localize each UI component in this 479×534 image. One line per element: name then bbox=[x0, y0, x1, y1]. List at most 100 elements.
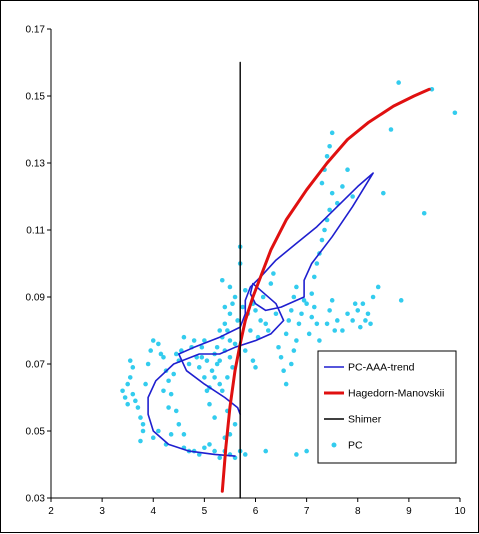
pc-point bbox=[332, 328, 338, 333]
pc-point bbox=[345, 311, 350, 317]
pc-point bbox=[143, 381, 148, 387]
pc-point bbox=[335, 318, 340, 323]
pc-point bbox=[150, 435, 156, 441]
legend-swatch-pc bbox=[331, 442, 337, 448]
pc-point bbox=[171, 371, 176, 377]
pc-point bbox=[294, 338, 299, 343]
pc-point bbox=[291, 348, 297, 353]
pc-point bbox=[258, 318, 263, 323]
pc-point bbox=[288, 308, 294, 313]
pc-point bbox=[276, 344, 281, 350]
pc-point bbox=[309, 314, 315, 320]
x-tick-label: 8 bbox=[355, 506, 361, 517]
pc-point bbox=[230, 365, 235, 370]
pc-point bbox=[329, 190, 335, 196]
pc-point bbox=[288, 361, 294, 367]
pc-point bbox=[176, 422, 182, 427]
legend: PC-AAA-trend Hagedorn-Manovskii Shimer PC bbox=[317, 350, 457, 464]
pc-point bbox=[173, 351, 179, 357]
pc-point bbox=[130, 391, 136, 397]
pc-point bbox=[173, 408, 179, 414]
pc-point bbox=[314, 321, 320, 327]
x-tick-label: 4 bbox=[150, 506, 156, 517]
x-tick-label: 10 bbox=[454, 506, 466, 517]
x-tick-label: 9 bbox=[406, 506, 412, 517]
pc-point bbox=[253, 308, 258, 313]
pc-point bbox=[381, 190, 386, 196]
pc-point bbox=[168, 432, 174, 437]
pc-point bbox=[214, 361, 220, 367]
pc-point bbox=[127, 375, 133, 380]
pc-point bbox=[263, 321, 269, 327]
pc-point bbox=[271, 271, 276, 276]
pc-point bbox=[202, 375, 207, 380]
pc-point bbox=[227, 355, 233, 360]
pc-point bbox=[327, 207, 332, 213]
y-tick-label: 0.17 bbox=[26, 25, 46, 36]
pc-point bbox=[225, 375, 230, 380]
pc-point bbox=[301, 298, 307, 303]
pc-point bbox=[294, 452, 299, 457]
legend-label-hagedorn-manovskii: Hagedorn-Manovskii bbox=[348, 388, 444, 400]
pc-point bbox=[138, 438, 143, 444]
pc-point bbox=[352, 301, 358, 307]
y-tick-label: 0.09 bbox=[26, 293, 46, 304]
pc-point bbox=[350, 194, 355, 199]
pc-point bbox=[324, 154, 330, 159]
x-tick-label: 6 bbox=[253, 506, 259, 517]
pc-point bbox=[227, 311, 233, 317]
pc-point bbox=[375, 284, 381, 290]
pc-point bbox=[212, 448, 217, 454]
pc-point bbox=[319, 237, 325, 243]
pc-point bbox=[240, 304, 246, 310]
x-tick-label: 5 bbox=[202, 506, 208, 517]
pc-point bbox=[327, 308, 332, 313]
pc-point bbox=[138, 415, 143, 420]
pc-point bbox=[214, 344, 220, 350]
pc-point bbox=[294, 284, 299, 290]
pc-point bbox=[304, 448, 309, 454]
pc-point bbox=[207, 442, 212, 447]
legend-box bbox=[317, 350, 457, 464]
y-tick-label: 0.11 bbox=[26, 226, 45, 237]
pc-point bbox=[291, 294, 297, 300]
pc-point bbox=[350, 318, 355, 323]
pc-point bbox=[260, 294, 266, 300]
pc-point bbox=[452, 110, 458, 116]
pc-point bbox=[204, 388, 210, 394]
pc-point bbox=[242, 452, 248, 457]
pc-point bbox=[281, 368, 286, 374]
pc-point bbox=[207, 401, 212, 407]
pc-point bbox=[199, 355, 205, 360]
pc-aaa-trend-line bbox=[147, 172, 374, 457]
pc-point bbox=[363, 318, 368, 323]
pc-point bbox=[253, 365, 258, 370]
pc-point bbox=[181, 334, 187, 340]
pc-point bbox=[398, 298, 404, 303]
y-tick-label: 0.05 bbox=[26, 427, 46, 438]
pc-point bbox=[230, 301, 235, 307]
pc-point bbox=[222, 304, 228, 310]
pc-point bbox=[150, 338, 156, 343]
pc-point bbox=[196, 365, 202, 370]
pc-point bbox=[235, 318, 240, 323]
pc-point bbox=[263, 448, 269, 454]
y-tick-labels: 0.03 0.05 0.07 0.09 0.11 0.13 0.15 0.17 bbox=[26, 25, 46, 505]
pc-point bbox=[168, 391, 174, 397]
pc-point bbox=[161, 388, 166, 394]
pc-point bbox=[242, 348, 248, 353]
pc-point bbox=[429, 87, 435, 92]
pc-point bbox=[204, 358, 210, 363]
pc-point bbox=[217, 358, 223, 363]
pc-point bbox=[212, 415, 217, 420]
pc-point bbox=[135, 405, 141, 410]
pc-point bbox=[355, 308, 361, 313]
pc-point bbox=[217, 455, 223, 461]
pc-point bbox=[322, 227, 327, 233]
x-tick-labels: 2 3 4 5 6 7 8 9 10 bbox=[48, 506, 466, 517]
pc-point bbox=[133, 398, 138, 404]
x-tick-label: 3 bbox=[99, 506, 105, 517]
series-lines bbox=[147, 61, 431, 499]
